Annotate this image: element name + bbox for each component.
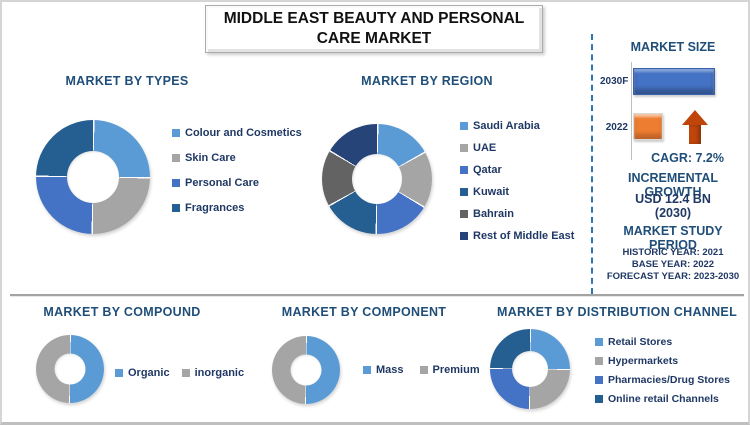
region-legend: Saudi Arabia UAE Qatar Kuwait Bahrain Re… (460, 120, 574, 242)
legend-label: UAE (473, 142, 497, 154)
legend-swatch-icon (363, 366, 371, 374)
legend-label: Kuwait (473, 186, 510, 198)
incremental-growth-value: USD 12.4 BN (635, 192, 711, 206)
study-period-title: MARKET STUDY PERIOD (623, 224, 723, 252)
legend-swatch-icon (181, 369, 190, 377)
bar-2030f (633, 68, 715, 95)
legend-swatch-icon (460, 122, 468, 130)
legend-item: Skin Care (172, 152, 302, 164)
legend-label: Bahrain (473, 208, 514, 220)
legend-swatch-icon (419, 366, 428, 374)
incremental-growth-year: (2030) (654, 206, 692, 220)
legend-swatch-icon (595, 357, 603, 365)
legend-swatch-icon (460, 210, 468, 218)
legend-label: Online retail Channels (608, 393, 719, 405)
legend-label: Pharmacies/Drug Stores (608, 374, 730, 386)
legend-item: inorganic (181, 367, 245, 379)
types-section-title: MARKET BY TYPES (65, 74, 189, 88)
region-section-title: MARKET BY REGION (361, 74, 493, 88)
legend-item: Bahrain (460, 208, 574, 220)
horizontal-divider (10, 294, 744, 296)
forecast-year: FORECAST YEAR: 2023-2030 (606, 271, 740, 282)
legend-label: Colour and Cosmetics (185, 127, 302, 139)
legend-label: Hypermarkets (608, 355, 679, 367)
component-donut-hole (290, 354, 322, 386)
legend-item: Rest of Middle East (460, 230, 574, 242)
legend-swatch-icon (172, 154, 180, 162)
cagr-value: CAGR: 7.2% (651, 151, 724, 165)
legend-swatch-icon (172, 179, 180, 187)
legend-label: Mass (376, 364, 404, 376)
legend-label: Retail Stores (608, 336, 673, 348)
legend-item: Online retail Channels (595, 393, 730, 405)
legend-swatch-icon (460, 188, 468, 196)
distribution-donut-chart (490, 329, 570, 409)
types-donut-hole (67, 151, 119, 203)
legend-swatch-icon (595, 376, 603, 384)
legend-swatch-icon (172, 129, 180, 137)
legend-label: inorganic (194, 367, 245, 379)
arrow-head (682, 110, 708, 125)
legend-swatch-icon (460, 144, 468, 152)
bar-label-2022: 2022 (605, 122, 628, 133)
legend-item: Retail Stores (595, 336, 730, 348)
types-legend: Colour and Cosmetics Skin Care Personal … (172, 127, 302, 214)
legend-item: Hypermarkets (595, 355, 730, 367)
component-section-title: MARKET BY COMPONENT (281, 305, 447, 319)
bar-chart-axis (631, 62, 632, 160)
legend-swatch-icon (595, 338, 603, 346)
legend-item: Saudi Arabia (460, 120, 574, 132)
bar-label-2030f: 2030F (600, 76, 629, 87)
component-legend: Mass Premium (363, 364, 480, 376)
arrow-stem (689, 125, 701, 144)
legend-label: Premium (432, 364, 480, 376)
base-year: BASE YEAR: 2022 (631, 259, 715, 270)
distribution-legend: Retail Stores Hypermarkets Pharmacies/Dr… (595, 336, 730, 405)
market-size-title: MARKET SIZE (630, 40, 716, 54)
legend-swatch-icon (460, 232, 468, 240)
bar-track (633, 113, 715, 140)
historic-year: HISTORIC YEAR: 2021 (622, 247, 724, 258)
compound-donut-hole (54, 353, 86, 385)
legend-swatch-icon (460, 166, 468, 174)
legend-label: Saudi Arabia (473, 120, 540, 132)
region-donut-hole (352, 154, 402, 204)
legend-item: Qatar (460, 164, 574, 176)
legend-item: Mass (363, 364, 404, 376)
region-donut-chart (322, 124, 432, 234)
legend-item: Kuwait (460, 186, 574, 198)
compound-legend: Organic inorganic (115, 367, 244, 379)
legend-item: Organic (115, 367, 170, 379)
legend-swatch-icon (595, 395, 603, 403)
compound-donut-chart (36, 335, 104, 403)
legend-item: Fragrances (172, 202, 302, 214)
legend-label: Skin Care (185, 152, 236, 164)
compound-section-title: MARKET BY COMPOUND (43, 305, 201, 319)
types-donut-chart (36, 120, 150, 234)
legend-label: Organic (128, 367, 170, 379)
legend-swatch-icon (115, 369, 123, 377)
legend-item: Premium (419, 364, 480, 376)
legend-label: Rest of Middle East (473, 230, 575, 242)
page-title: MIDDLE EAST BEAUTY AND PERSONAL CARE MAR… (223, 10, 525, 47)
legend-label: Personal Care (185, 177, 259, 189)
legend-item: Pharmacies/Drug Stores (595, 374, 730, 386)
legend-item: UAE (460, 142, 574, 154)
bar-track (633, 68, 715, 95)
incremental-growth-title: INCREMENTAL GROWTH (627, 171, 719, 199)
legend-item: Personal Care (172, 177, 302, 189)
component-donut-chart (272, 336, 340, 404)
panel-dashed-divider (591, 34, 593, 294)
bar-2022 (633, 113, 664, 140)
legend-label: Qatar (473, 164, 502, 176)
distribution-donut-hole (512, 351, 548, 387)
legend-label: Fragrances (185, 202, 245, 214)
growth-arrow-icon (682, 110, 708, 144)
legend-item: Colour and Cosmetics (172, 127, 302, 139)
legend-swatch-icon (172, 204, 180, 212)
title-box: MIDDLE EAST BEAUTY AND PERSONAL CARE MAR… (205, 5, 543, 53)
distribution-section-title: MARKET BY DISTRIBUTION CHANNEL (496, 305, 738, 319)
